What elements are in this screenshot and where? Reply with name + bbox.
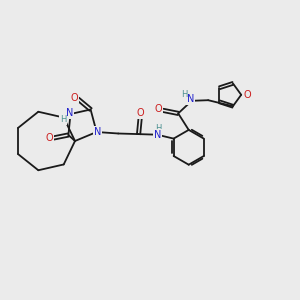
Text: N: N	[187, 94, 194, 104]
Text: O: O	[46, 133, 54, 143]
Text: N: N	[154, 130, 161, 140]
Text: N: N	[66, 108, 74, 118]
Text: N: N	[94, 127, 101, 137]
Text: H: H	[181, 90, 188, 99]
Text: O: O	[154, 104, 162, 114]
Text: H: H	[155, 124, 162, 133]
Text: H: H	[60, 115, 66, 124]
Text: O: O	[136, 108, 144, 118]
Text: O: O	[70, 92, 78, 103]
Text: O: O	[243, 90, 251, 100]
